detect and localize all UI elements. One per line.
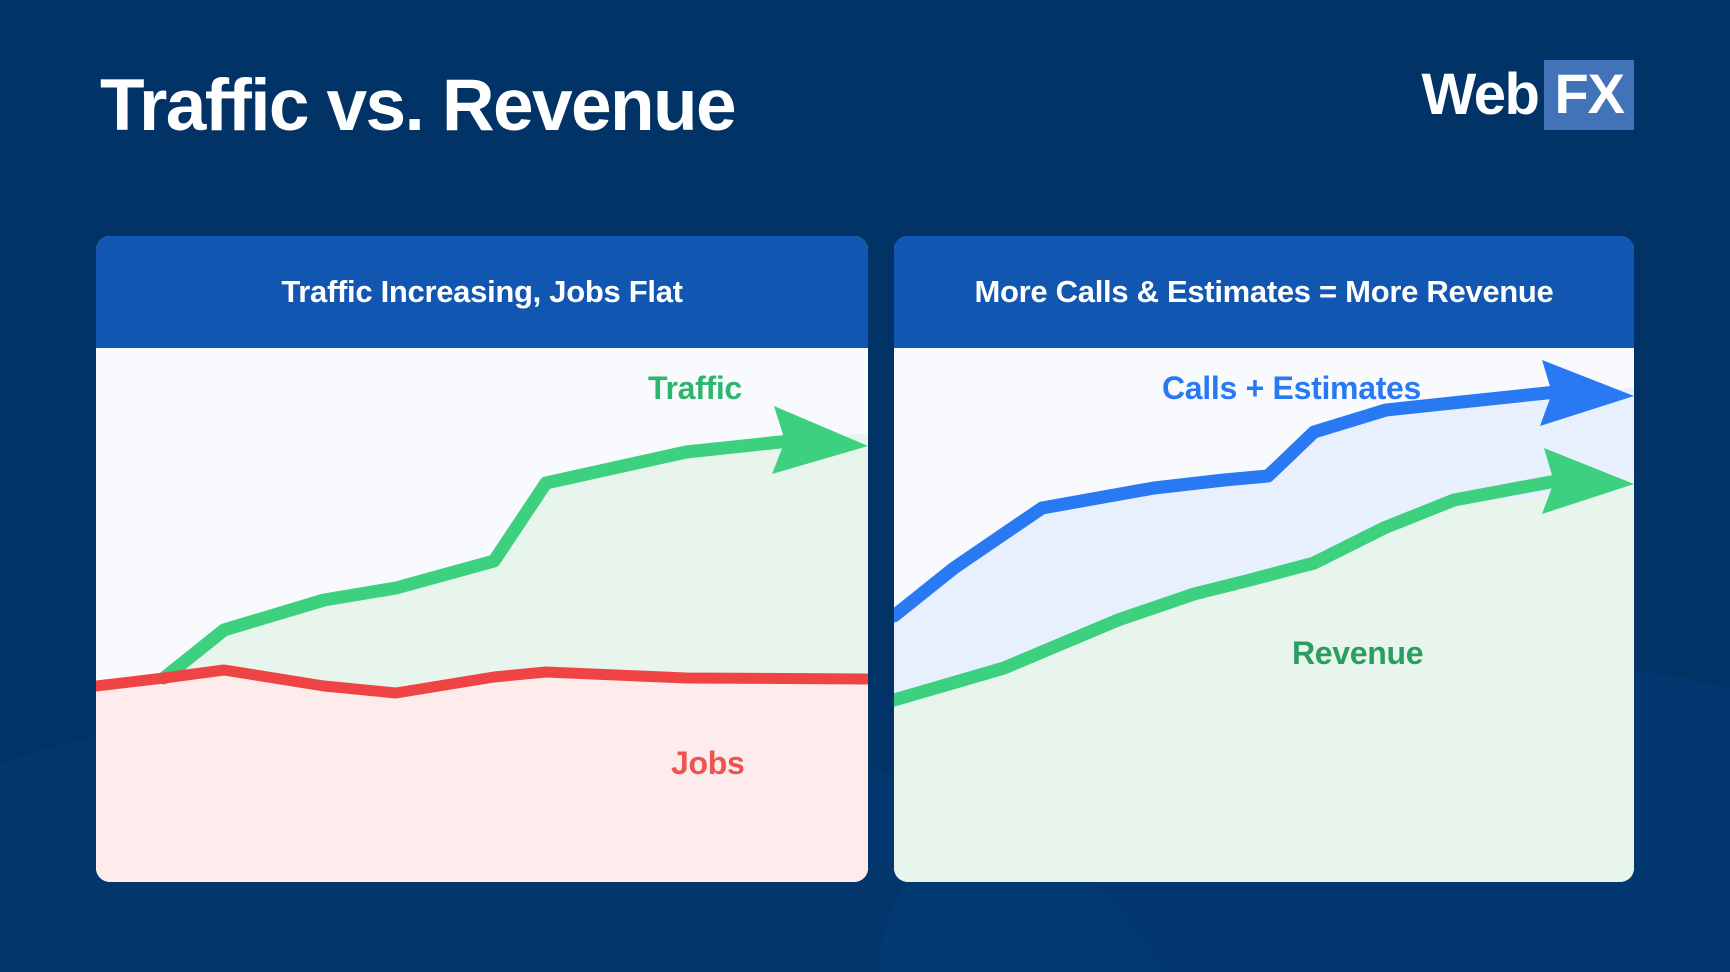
logo-badge: FX (1544, 60, 1634, 130)
jobs-line (96, 664, 868, 699)
traffic-line (157, 434, 797, 685)
logo-badge-text: FX (1554, 62, 1625, 125)
series-label-traffic: Traffic (648, 370, 742, 406)
chart-traffic-jobs: Traffic Jobs (96, 348, 868, 882)
chart-calls-revenue: Calls + Estimates Revenue (894, 348, 1634, 882)
card-header-calls-revenue: More Calls & Estimates = More Revenue (894, 236, 1634, 348)
series-label-calls-estimates: Calls + Estimates (1162, 370, 1422, 406)
card-header-title: More Calls & Estimates = More Revenue (974, 274, 1554, 309)
calls-area-fill (894, 388, 1634, 700)
revenue-line (894, 474, 1563, 707)
series-label-revenue: Revenue (1292, 635, 1424, 671)
page-title: Traffic vs. Revenue (100, 65, 737, 146)
traffic-arrow-icon (772, 406, 868, 474)
card-calls-revenue: More Calls & Estimates = More Revenue Ca… (894, 236, 1634, 882)
card-traffic-jobs: Traffic Increasing, Jobs Flat Traffic Jo… (96, 236, 868, 882)
revenue-arrow-icon (1542, 448, 1634, 514)
calls-estimates-line (894, 385, 1563, 623)
series-label-jobs: Jobs (671, 745, 745, 781)
chart-svg-calls-revenue (894, 360, 1634, 882)
logo-wordmark: Web (1421, 62, 1540, 127)
chart-svg-traffic-jobs (96, 406, 868, 882)
jobs-area-fill (96, 670, 868, 882)
calls-estimates-arrow-icon (1540, 360, 1634, 426)
revenue-area-fill (894, 478, 1634, 882)
card-header-title: Traffic Increasing, Jobs Flat (281, 274, 683, 309)
webfx-logo: Web FX (1422, 60, 1634, 130)
card-header-traffic-jobs: Traffic Increasing, Jobs Flat (96, 236, 868, 348)
